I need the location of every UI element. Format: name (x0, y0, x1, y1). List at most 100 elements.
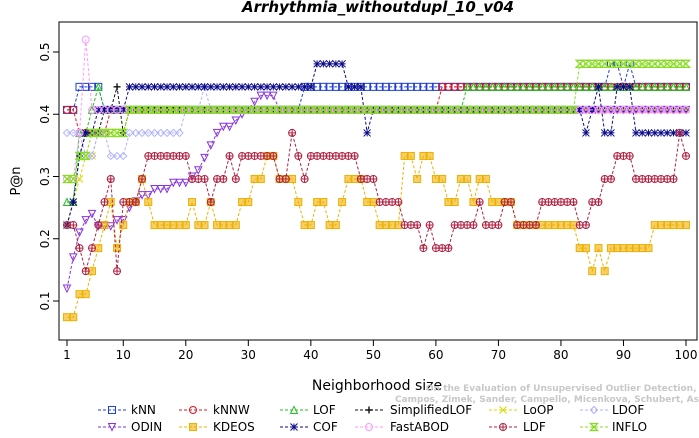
data-point-inflo (530, 105, 542, 115)
data-point-kdeos (306, 221, 315, 230)
data-point-knn (325, 82, 334, 91)
data-point-cof (188, 83, 196, 91)
data-point-inflo (61, 174, 73, 184)
data-point-cof (94, 106, 103, 114)
data-point-cof (657, 129, 665, 137)
data-point-inflo (430, 105, 441, 115)
data-point-ldf (675, 128, 684, 137)
data-point-ldf (394, 198, 403, 207)
data-point-cof (288, 83, 296, 91)
data-point-ldf (669, 174, 678, 183)
data-point-ldf (281, 174, 290, 183)
data-point-cof (175, 83, 184, 91)
data-point-cof (263, 83, 271, 91)
data-point-kdeos (256, 174, 265, 183)
series-odin (62, 91, 691, 294)
data-point-lof (656, 82, 666, 91)
data-point-inflo (186, 105, 198, 115)
data-point-inflo (362, 105, 373, 115)
x-tick-label: 40 (303, 348, 318, 362)
data-point-fastabod (75, 128, 84, 137)
data-point-inflo (143, 105, 154, 115)
data-point-lof (562, 82, 572, 91)
data-point-fastabod (675, 105, 684, 114)
data-point-cof (669, 129, 678, 137)
data-point-lof (544, 82, 553, 91)
legend-symbol (189, 423, 197, 431)
data-point-cof (138, 83, 146, 91)
data-point-ldf (69, 221, 78, 230)
data-point-inflo (343, 105, 354, 115)
data-point-cof (644, 129, 653, 137)
data-point-inflo (655, 59, 667, 68)
data-point-lof (506, 82, 516, 91)
legend-symbol (589, 405, 599, 415)
data-point-ldof (131, 128, 140, 138)
data-point-ldf (88, 244, 97, 253)
data-point-odin (156, 184, 166, 194)
data-point-inflo (105, 128, 116, 138)
x-tick-label: 100 (675, 348, 698, 362)
data-point-inflo (349, 105, 360, 115)
data-point-ldof (119, 151, 128, 161)
data-point-inflo (255, 105, 266, 115)
data-point-inflo (387, 105, 398, 115)
data-point-cof (275, 83, 284, 91)
legend-item-knnw: kNNW (179, 403, 250, 417)
data-point-knnw (456, 82, 465, 91)
data-point-inflo (205, 105, 216, 115)
data-point-fastabod (619, 105, 628, 114)
data-point-inflo (149, 105, 160, 115)
data-point-inflo (462, 105, 473, 115)
data-point-simplifiedlof (113, 83, 121, 91)
series-loop (63, 106, 690, 229)
data-point-inflo (405, 105, 416, 115)
data-point-fastabod (81, 35, 90, 44)
legend-symbol (588, 422, 600, 432)
data-point-inflo (193, 105, 204, 115)
data-point-lof (606, 82, 616, 91)
data-point-cof (281, 83, 290, 91)
data-point-inflo (618, 59, 629, 68)
data-point-inflo (680, 59, 692, 68)
data-point-odin (68, 253, 78, 263)
data-point-cof (594, 83, 603, 91)
data-point-kdeos (188, 198, 197, 207)
data-point-inflo (330, 105, 341, 115)
data-point-ldf (106, 174, 115, 183)
series-inflo (61, 59, 692, 184)
data-point-inflo (568, 105, 579, 115)
data-point-inflo (668, 59, 679, 68)
data-point-ldof (150, 128, 159, 138)
data-point-odin (212, 128, 222, 138)
series-fastabod (63, 35, 690, 183)
legend-label: LDOF (612, 403, 644, 417)
data-point-inflo (180, 105, 191, 115)
data-point-lof (637, 82, 647, 91)
data-point-odin (162, 184, 172, 194)
data-point-knn (331, 82, 340, 91)
data-point-odin (87, 209, 97, 219)
data-point-knn (319, 82, 328, 91)
data-point-knn (381, 82, 390, 91)
data-point-ldf (613, 151, 622, 160)
data-point-inflo (662, 59, 673, 68)
data-point-odin (200, 153, 209, 163)
x-tick-label: 80 (553, 348, 568, 362)
data-point-odin (112, 216, 122, 225)
data-point-inflo (424, 105, 435, 115)
data-point-ldof (162, 128, 172, 138)
legend-item-ldf: LDF (489, 420, 546, 434)
data-point-inflo (93, 128, 104, 138)
data-point-ldf (600, 174, 609, 183)
data-point-inflo (543, 105, 554, 115)
legend-symbol (499, 406, 507, 414)
data-point-odin (231, 116, 241, 126)
data-point-lof (525, 82, 534, 91)
data-point-fastabod (94, 105, 103, 114)
data-point-kdeos (600, 267, 609, 276)
data-point-cof (81, 129, 90, 137)
series-kdeos (63, 151, 690, 322)
data-point-lof (62, 197, 72, 207)
